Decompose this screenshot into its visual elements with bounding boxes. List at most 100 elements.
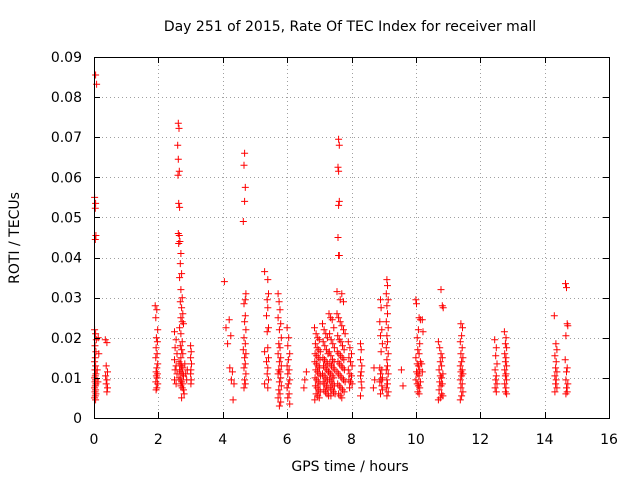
axis-ticks (94, 57, 610, 419)
data-point (264, 364, 272, 372)
data-point (416, 340, 424, 348)
data-point (178, 346, 186, 354)
data-point (564, 322, 572, 330)
data-point (263, 296, 271, 304)
data-point (439, 304, 447, 312)
data-point (334, 234, 342, 241)
data-point (327, 336, 335, 344)
data-point (415, 350, 423, 358)
data-point (551, 352, 559, 360)
data-point (275, 298, 283, 306)
data-point (103, 388, 111, 396)
data-point (92, 396, 100, 404)
data-point (459, 324, 466, 332)
data-point (340, 356, 348, 364)
data-point (175, 199, 183, 207)
data-point (153, 338, 161, 346)
data-point (434, 338, 442, 346)
data-point (413, 300, 420, 308)
data-point (102, 372, 110, 380)
data-point (412, 296, 420, 304)
data-point (437, 382, 445, 390)
data-point (174, 119, 182, 127)
data-point (152, 314, 160, 322)
data-point (242, 370, 250, 378)
data-point (456, 362, 464, 370)
data-point (178, 294, 186, 302)
data-point (383, 376, 391, 384)
data-point (274, 314, 282, 322)
data-point (437, 286, 445, 294)
data-point (501, 340, 509, 348)
data-point (435, 366, 443, 374)
data-point (241, 197, 249, 205)
data-point (274, 370, 282, 378)
data-point (179, 350, 187, 358)
data-point (383, 392, 391, 400)
data-point (275, 386, 283, 394)
data-point (264, 344, 272, 352)
y-tick-label: 0.04 (51, 251, 82, 267)
data-point (153, 306, 161, 314)
data-point (180, 320, 187, 328)
data-point (92, 232, 100, 239)
data-point (337, 338, 345, 346)
data-point (436, 344, 444, 352)
data-point (330, 374, 338, 382)
data-point (334, 332, 342, 340)
data-point (171, 328, 178, 336)
data-point (357, 368, 365, 376)
data-point (276, 390, 284, 398)
data-point (383, 356, 391, 364)
data-point (241, 318, 249, 326)
data-point (357, 378, 365, 386)
x-tick-label: 4 (218, 432, 227, 448)
data-point (378, 386, 386, 394)
data-point (335, 167, 343, 175)
data-point (412, 354, 420, 362)
data-point (315, 394, 323, 402)
data-point (242, 290, 250, 298)
data-point (284, 394, 292, 402)
data-point (94, 378, 102, 386)
data-point (500, 328, 508, 336)
data-point (358, 362, 366, 370)
data-point (180, 390, 188, 398)
data-point (152, 386, 160, 394)
data-point (418, 368, 426, 376)
data-point (154, 326, 162, 334)
data-point (325, 310, 333, 318)
data-point (277, 374, 285, 382)
y-tick-label: 0.03 (51, 291, 82, 307)
data-point (241, 183, 249, 191)
data-point (284, 370, 292, 378)
data-point (300, 384, 308, 392)
data-point (456, 338, 464, 346)
data-point (180, 386, 187, 394)
data-point (277, 334, 285, 342)
data-point (340, 388, 348, 396)
data-point (562, 332, 570, 340)
data-point (412, 376, 420, 384)
data-point (397, 366, 405, 374)
data-point (277, 354, 285, 362)
data-point (339, 342, 346, 350)
data-point (344, 366, 352, 374)
data-point (346, 344, 354, 352)
data-point (274, 290, 282, 298)
data-point (327, 352, 335, 360)
data-point (153, 374, 161, 382)
data-point (104, 368, 111, 376)
data-point (434, 396, 442, 404)
data-point (491, 384, 499, 392)
data-point (241, 376, 249, 384)
data-point (384, 388, 392, 396)
data-point (275, 402, 283, 410)
data-point (382, 290, 390, 298)
x-tick-label: 12 (471, 432, 489, 448)
data-point (275, 340, 283, 348)
data-point (413, 334, 421, 342)
data-point (458, 332, 466, 340)
data-point (501, 350, 509, 358)
